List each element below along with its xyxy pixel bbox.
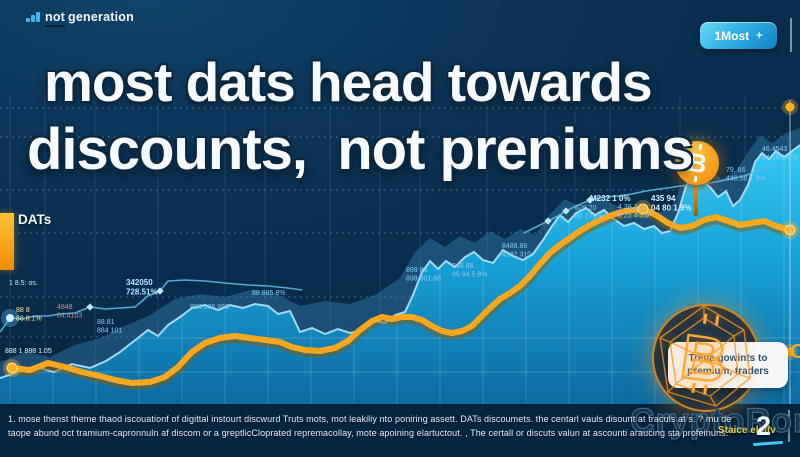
plus-icon: + <box>756 29 763 42</box>
chart-annotation: 888 1 888 1.05 <box>5 348 52 355</box>
headline-line1: most dats head towards <box>44 51 653 113</box>
tspan-el: 8 25 4 7 9 <box>618 213 649 220</box>
tspan-el: 898.801.88 <box>406 276 441 283</box>
blue-glow-dot <box>6 314 14 322</box>
tspan-el: 848 88 <box>452 263 474 270</box>
chart-annotation: 628 20 80 179% <box>575 205 603 221</box>
blue-diamond-marker <box>562 207 570 215</box>
tspan-el: 342050 <box>126 278 153 287</box>
trend-line <box>9 206 793 386</box>
trend-dot <box>637 203 649 215</box>
tspan-el: 84 18 1 0% <box>762 155 797 162</box>
tspan-el: 4182.310 <box>502 252 531 259</box>
thin-blue-line-left <box>0 279 303 333</box>
watermark-subtitle: Staice ekafv <box>718 425 776 436</box>
tspan-el: 888 1 888 1.05 <box>5 348 52 355</box>
chart-annotation: 1 8.5: os. <box>9 280 38 287</box>
chart-annotation: 88 8 88.8.1% <box>16 307 42 323</box>
axis-dot <box>785 102 795 112</box>
chart-annotation: 848 88 85.94 5 8% <box>452 263 487 279</box>
highlight-bar <box>0 213 14 270</box>
tspan-el: M232 1 0% <box>590 194 630 203</box>
callout-line2: premium, traders <box>687 366 769 377</box>
main-area <box>0 145 800 404</box>
headline-line2: discounts, not preniums <box>27 117 694 182</box>
tspan-el: 85.94 5 8% <box>452 272 487 279</box>
blue-diamond-marker <box>156 287 164 295</box>
bitcoin-wireframe-icon: B <box>659 305 751 407</box>
tspan-el: 448.58 1 3% <box>726 176 765 183</box>
dats-label: DATs <box>18 212 52 227</box>
chart-annotation: 46.4543 84 18 1 0% <box>762 146 797 162</box>
tspan-el: 88 8 <box>16 307 30 314</box>
blue-diamond-marker <box>544 217 552 225</box>
svg-text:B: B <box>677 322 731 397</box>
chart-annotation: 88 885 8% <box>252 290 285 297</box>
tspan-el: 898 88 <box>406 267 428 274</box>
brand-name-rest: generation <box>68 10 134 24</box>
tspan-el: 88.81 <box>97 319 115 326</box>
tspan-el: 893 085 855 <box>190 304 229 311</box>
footnote-line2: taope abund oct tramium-capronnuln af di… <box>8 428 729 438</box>
tspan-el: 628 20 <box>575 205 597 212</box>
thin-blue-line-right <box>523 164 787 234</box>
most-button-label: 1Most <box>714 28 750 43</box>
bitcoin-pin-stem <box>694 183 698 216</box>
brand-name: not generation <box>45 10 134 27</box>
tspan-el: 88 885 8% <box>252 290 285 297</box>
chart-annotation: 342050 728.51% <box>126 278 158 297</box>
bitcoin-prong <box>693 175 698 183</box>
tspan-el: 4 38 212 <box>618 204 645 211</box>
blue-diamond-marker <box>586 196 594 204</box>
watermark-number: 2 <box>756 411 772 441</box>
bottom-axis <box>0 404 800 407</box>
chart-annotation: M232 1 0% <box>590 194 630 203</box>
tspan-el: 4848 <box>57 304 73 311</box>
footnote-line1: 1. mose thenst theme thaod iscouationf o… <box>8 414 732 424</box>
premium-callout: Trella gowints to premium, traders <box>668 342 788 388</box>
chart-annotation: 898 88 898.801.88 <box>406 267 441 283</box>
tspan-el: 1 8.5: os. <box>9 280 38 287</box>
brand-name-bold: not <box>45 10 66 27</box>
blue-diamond-marker <box>86 303 94 311</box>
tspan-el: 80 179% <box>575 214 603 221</box>
chart-annotation: 893 085 855 <box>190 304 229 311</box>
chart-annotation: 79, 86 448.58 1 3% <box>726 167 765 183</box>
tspan-el: 884 101 <box>97 328 122 335</box>
brand-logo: not generation <box>26 10 134 27</box>
chart-annotation: 4848 84.4103 <box>57 304 82 320</box>
chart-annotation: 4 38 212 8 25 4 7 9 <box>618 204 649 220</box>
chart-annotation: 88.81 884 101 <box>97 319 122 335</box>
tspan-el: 435 94 <box>651 194 676 203</box>
tspan-el: 84.4103 <box>57 313 82 320</box>
trend-dot <box>6 362 18 374</box>
tspan-el: 88.8.1% <box>16 316 42 323</box>
chart-annotation: 435 94 04 80 1 9% <box>651 194 691 213</box>
tspan-el: 79, 86 <box>726 167 746 174</box>
tspan-el: 04 80 1 9% <box>651 204 691 213</box>
tspan-el: 728.51% <box>126 288 158 297</box>
cryptorom-watermark: CryptoRom <box>629 401 800 440</box>
most-button[interactable]: 1Most + <box>700 22 777 49</box>
tspan-el: 8488.88 <box>502 243 527 250</box>
chart-annotation: 8488.88 4182.310 <box>502 243 531 259</box>
partial-ring <box>791 344 800 358</box>
callout-line1: Trella gowints to <box>688 353 768 364</box>
bar-chart-logo-icon <box>26 12 40 24</box>
bitcoin-pin-icon: B <box>675 141 719 185</box>
tspan-el: 46.4543 <box>762 146 787 153</box>
